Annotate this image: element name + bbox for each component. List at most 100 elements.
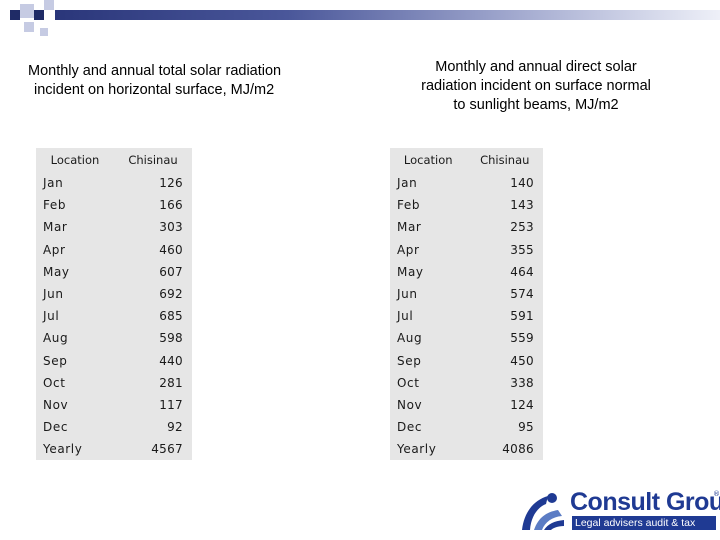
row-value: 460: [159, 242, 183, 257]
row-value: 464: [510, 264, 534, 279]
row-value: 355: [510, 242, 534, 257]
table-row: Sep 450: [390, 349, 543, 372]
row-month: Nov: [43, 397, 69, 412]
row-value: 607: [159, 264, 183, 279]
consult-group-logo: Consult Group ® Legal advisers audit & t…: [518, 488, 720, 534]
table-header: Location Chisinau: [36, 148, 192, 172]
row-value: 598: [159, 331, 183, 346]
logo-name: Consult Group: [570, 488, 720, 516]
left-heading-line-2: incident on horizontal surface, MJ/m2: [34, 82, 275, 98]
row-value: 124: [510, 397, 534, 412]
row-value: 338: [510, 375, 534, 390]
table-row: Sep 440: [36, 349, 192, 372]
row-value: 281: [159, 375, 183, 390]
table-row: May 607: [36, 260, 192, 283]
corner-square-dark-2: [34, 10, 44, 20]
row-month: Mar: [397, 220, 422, 235]
table-row: Nov 124: [390, 393, 543, 417]
row-value: 95: [518, 420, 534, 435]
table-row: May 464: [390, 260, 543, 283]
row-month: Dec: [43, 420, 69, 435]
row-month: Sep: [43, 353, 68, 368]
row-month: Nov: [397, 397, 423, 412]
row-value: 253: [510, 220, 534, 235]
total-radiation-table: Location Chisinau Jan 126 Feb 166 Mar 303 A…: [36, 148, 192, 461]
row-value: 574: [510, 287, 534, 302]
row-value: 559: [510, 331, 534, 346]
row-month: Feb: [397, 198, 421, 213]
corner-square-light-2: [44, 0, 54, 10]
row-value: 685: [159, 309, 183, 324]
table-row: Jan 140: [390, 172, 543, 195]
row-month: May: [397, 264, 424, 279]
table-row: Mar 253: [390, 216, 543, 239]
column-header-city: Chisinau: [128, 153, 178, 167]
row-month: Apr: [43, 242, 66, 257]
left-table-heading: Monthly and annual total solar radiation…: [28, 62, 348, 100]
right-table-heading: Monthly and annual direct solar radiatio…: [386, 58, 686, 115]
left-heading-line-1: Monthly and annual total solar radiation: [28, 63, 282, 79]
table-row-yearly: Yearly 4086: [390, 438, 543, 461]
row-value: 440: [159, 353, 183, 368]
right-heading-line-2: radiation incident on surface normal: [421, 78, 651, 94]
right-heading-line-1: Monthly and annual direct solar: [435, 59, 637, 75]
row-value: 4567: [151, 442, 183, 457]
logo-registered-mark: ®: [713, 490, 720, 498]
table-row: Dec 95: [390, 416, 543, 439]
row-month: Jun: [43, 287, 64, 302]
table-row: Jun 692: [36, 282, 192, 306]
table-row: Mar 303: [36, 216, 192, 239]
row-month: Aug: [43, 331, 69, 346]
row-month: Jul: [397, 309, 414, 324]
table-row: Oct 281: [36, 371, 192, 394]
row-month: May: [43, 264, 70, 279]
row-month: Jan: [397, 176, 418, 191]
row-value: 166: [159, 198, 183, 213]
row-value: 140: [510, 176, 534, 191]
row-month: Jun: [397, 287, 418, 302]
column-header-location: Location: [403, 153, 453, 167]
table-row: Aug 598: [36, 327, 192, 350]
row-month: Oct: [43, 375, 66, 390]
row-month: Yearly: [397, 442, 437, 457]
row-month: Jul: [43, 309, 60, 324]
table-row: Dec 92: [36, 416, 192, 439]
row-month: Yearly: [43, 442, 83, 457]
table-row: Feb 143: [390, 194, 543, 217]
row-value: 450: [510, 353, 534, 368]
right-heading-line-3: to sunlight beams, MJ/m2: [453, 97, 619, 113]
row-month: Feb: [43, 198, 67, 213]
corner-square-light-1: [20, 4, 34, 18]
row-value: 126: [159, 176, 183, 191]
table-row: Jan 126: [36, 172, 192, 195]
row-month: Aug: [397, 331, 423, 346]
row-value: 143: [510, 198, 534, 213]
row-month: Dec: [397, 420, 423, 435]
logo-tagline: Legal advisers audit & tax: [572, 516, 716, 530]
table-row: Feb 166: [36, 194, 192, 217]
table-row: Jul 685: [36, 305, 192, 328]
row-value: 303: [159, 220, 183, 235]
column-header-city: Chisinau: [480, 153, 530, 167]
consult-group-logo-icon: [522, 493, 564, 530]
row-value: 692: [159, 287, 183, 302]
row-value: 591: [510, 309, 534, 324]
column-header-location: Location: [50, 153, 100, 167]
table-row: Oct 338: [390, 371, 543, 394]
table-row: Aug 559: [390, 327, 543, 350]
row-month: Apr: [397, 242, 420, 257]
row-month: Sep: [397, 353, 422, 368]
row-month: Mar: [43, 220, 68, 235]
row-month: Oct: [397, 375, 420, 390]
table-row: Apr 355: [390, 238, 543, 261]
header-bar: [55, 10, 720, 20]
row-value: 117: [159, 397, 183, 412]
table-row-yearly: Yearly 4567: [36, 438, 192, 461]
row-value: 4086: [502, 442, 534, 457]
table-row: Nov 117: [36, 393, 192, 417]
row-month: Jan: [43, 176, 64, 191]
table-row: Apr 460: [36, 238, 192, 261]
corner-square-light-4: [40, 28, 48, 36]
table-row: Jul 591: [390, 305, 543, 328]
direct-radiation-table: Location Chisinau Jan 140 Feb 143 Mar 253 A…: [390, 148, 543, 461]
